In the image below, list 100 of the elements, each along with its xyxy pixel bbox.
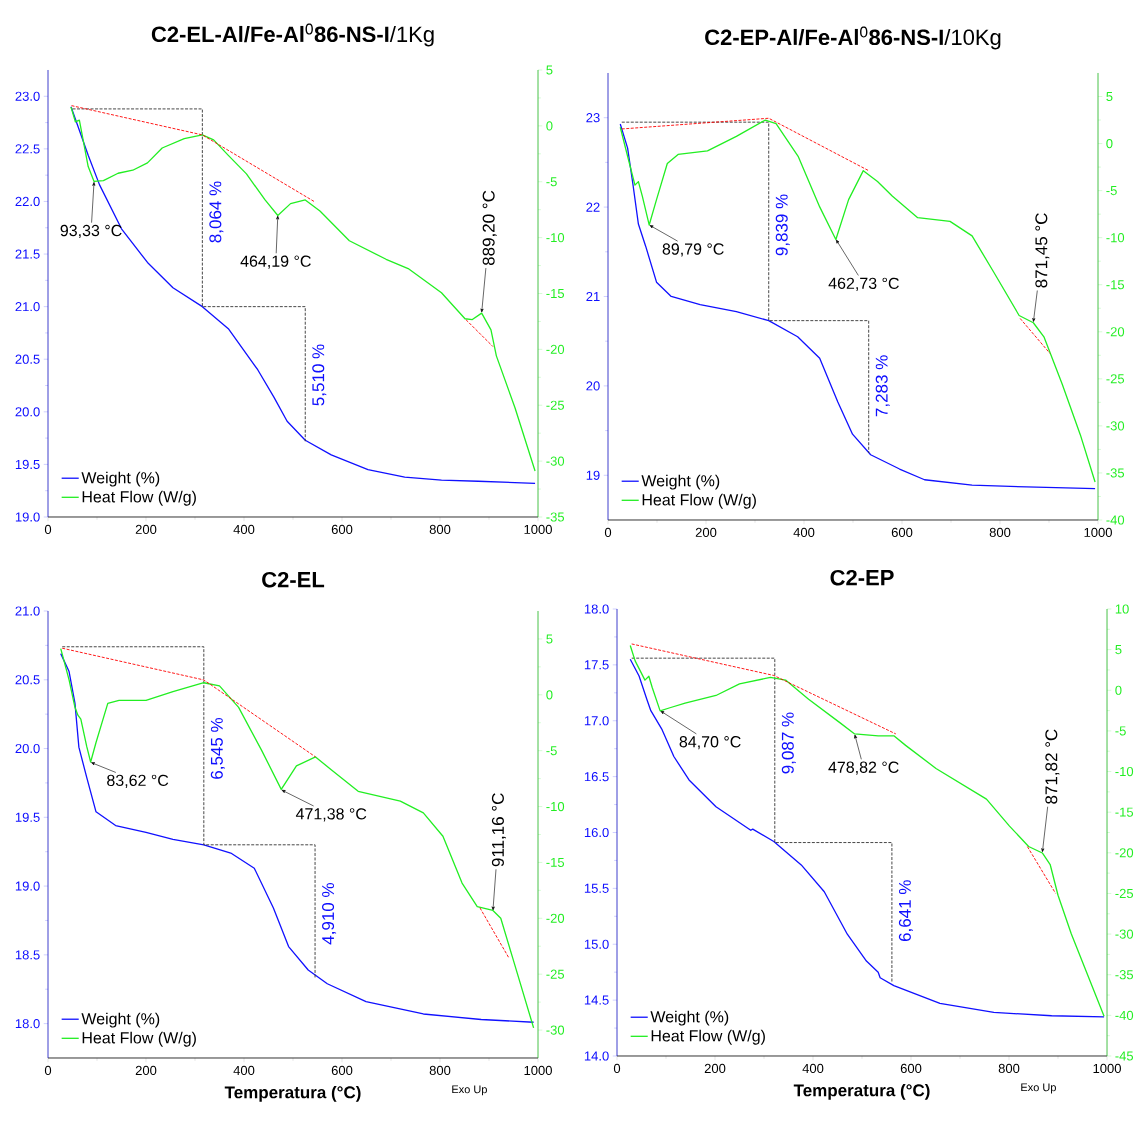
- x-tick-label: 800: [429, 1065, 451, 1075]
- y2-tick-label: 5: [1106, 91, 1113, 102]
- y-tick-label: 15.0: [584, 939, 609, 949]
- x-tick-label: 0: [604, 527, 612, 537]
- y-tick-label: 20.5: [15, 354, 40, 364]
- y2-tick-label: -15: [1106, 280, 1125, 290]
- y-tick-label: 21: [586, 291, 600, 302]
- x-tick-label: 800: [998, 1063, 1020, 1073]
- y2-tick-label: -5: [1115, 726, 1126, 736]
- y2-tick-label: 5: [546, 634, 553, 644]
- y2-tick-label: -5: [546, 177, 557, 187]
- y2-tick-label: -40: [1106, 515, 1125, 525]
- chart-title: C2-EP: [830, 569, 894, 586]
- y2-tick-label: -30: [546, 456, 565, 466]
- x-axis-title: Temperatura (°C): [793, 1083, 930, 1100]
- annotation: 9,839 %: [775, 194, 790, 256]
- y2-tick-label: 5: [1115, 645, 1122, 655]
- y-tick-label: 22: [586, 202, 600, 212]
- y2-tick-label: -15: [1115, 807, 1134, 817]
- x-tick-label: 1000: [1093, 1063, 1121, 1073]
- y2-tick-label: -35: [546, 512, 565, 522]
- annotation: 911,16 °C: [491, 793, 506, 867]
- annotation: 9,087 %: [781, 712, 796, 774]
- y2-tick-label: -35: [1115, 970, 1134, 980]
- annotation: 478,82 °C: [828, 761, 899, 775]
- legend-label: Weight (%): [650, 1010, 729, 1026]
- y-tick-label: 17.5: [584, 660, 609, 670]
- x-axis-title: Temperatura (°C): [224, 1085, 361, 1102]
- legend-label: Heat Flow (W/g): [82, 1031, 196, 1047]
- x-tick-label: 200: [704, 1063, 726, 1073]
- annotation: 471,38 °C: [295, 808, 367, 822]
- x-tick-label: 0: [613, 1063, 621, 1073]
- annotation: 89,79 °C: [662, 243, 724, 257]
- y2-tick-label: -25: [1106, 374, 1125, 384]
- x-tick-label: 1000: [524, 1065, 552, 1075]
- y2-tick-label: -25: [546, 969, 565, 979]
- y-tick-label: 19: [586, 470, 600, 480]
- x-tick-label: 200: [135, 1065, 157, 1075]
- y-tick-label: 22.0: [15, 196, 40, 207]
- chart-title: C2-EP-Al/Fe-Al$^{0}$86-NS-I/10Kg: [705, 26, 1001, 50]
- x-tick-label: 400: [802, 1063, 824, 1073]
- annotation: 7,283 %: [875, 355, 890, 417]
- x-tick-label: 400: [793, 527, 815, 537]
- y2-tick-label: -35: [1106, 468, 1125, 478]
- chart-title: C2-EL-Al/Fe-Al$^{0}$86-NS-I/1Kg: [151, 23, 434, 47]
- y-tick-label: 23: [586, 113, 600, 123]
- y2-tick-label: 0: [546, 690, 553, 700]
- x-tick-label: 0: [44, 1065, 52, 1075]
- annotation: 871,82 °C: [1045, 729, 1060, 804]
- y-tick-label: 21.0: [15, 606, 40, 616]
- y-tick-label: 16.0: [584, 827, 609, 838]
- y-tick-label: 19.5: [15, 812, 40, 822]
- y2-tick-label: -10: [1115, 766, 1134, 777]
- annotation: 462,73 °C: [828, 277, 899, 291]
- y2-tick-label: 10: [1115, 604, 1129, 614]
- annotation: 889,20 °C: [482, 190, 497, 266]
- y2-tick-label: -20: [546, 344, 565, 354]
- y-tick-label: 20.0: [15, 743, 40, 754]
- y-tick-label: 17.0: [584, 716, 609, 726]
- y2-tick-label: -5: [1106, 186, 1117, 196]
- annotation: 83,62 °C: [107, 774, 169, 788]
- annotation: 464,19 °C: [240, 255, 311, 269]
- x-tick-label: 600: [900, 1063, 922, 1073]
- legend-label: Heat Flow (W/g): [642, 493, 756, 509]
- legend-label: Weight (%): [81, 1012, 160, 1028]
- y-tick-label: 21.0: [15, 302, 40, 312]
- legend-label: Weight (%): [81, 471, 160, 487]
- annotation: 93,33 °C: [60, 224, 122, 239]
- annotation: 871,45 °C: [1035, 213, 1050, 288]
- y2-tick-label: -20: [546, 913, 565, 923]
- legend-label: Heat Flow (W/g): [82, 490, 196, 506]
- x-tick-label: 400: [233, 524, 255, 534]
- legend-label: Heat Flow (W/g): [651, 1029, 765, 1045]
- chart-title: C2-EL: [262, 571, 325, 588]
- y2-tick-label: -10: [1106, 233, 1125, 243]
- text: Exo Up: [1021, 1083, 1056, 1094]
- y-tick-label: 22.5: [15, 144, 40, 154]
- y2-tick-label: -5: [546, 746, 557, 756]
- annotation: 6,641 %: [898, 880, 913, 942]
- y2-tick-label: -45: [1115, 1051, 1134, 1061]
- y2-tick-label: -25: [1115, 888, 1134, 899]
- y-tick-label: 20.5: [15, 675, 40, 685]
- y2-tick-label: -15: [546, 288, 565, 299]
- y2-tick-label: -30: [1115, 929, 1134, 939]
- y-tick-label: 18.5: [15, 950, 40, 960]
- y-tick-label: 20: [586, 381, 600, 391]
- y-tick-label: 19.0: [15, 881, 40, 891]
- y2-tick-label: -10: [546, 233, 565, 243]
- y-tick-label: 20.0: [15, 407, 40, 417]
- y-tick-label: 19.0: [15, 512, 40, 522]
- y2-tick-label: 0: [1115, 685, 1122, 695]
- x-tick-label: 0: [44, 524, 52, 534]
- x-tick-label: 200: [135, 524, 157, 534]
- y2-tick-label: 0: [546, 121, 553, 131]
- x-tick-label: 400: [233, 1065, 255, 1075]
- y2-tick-label: -40: [1115, 1010, 1134, 1020]
- annotation: 8,064 %: [209, 181, 224, 243]
- annotation: 6,545 %: [210, 717, 225, 779]
- y-tick-label: 15.5: [584, 883, 609, 893]
- y2-tick-label: 0: [1106, 138, 1113, 149]
